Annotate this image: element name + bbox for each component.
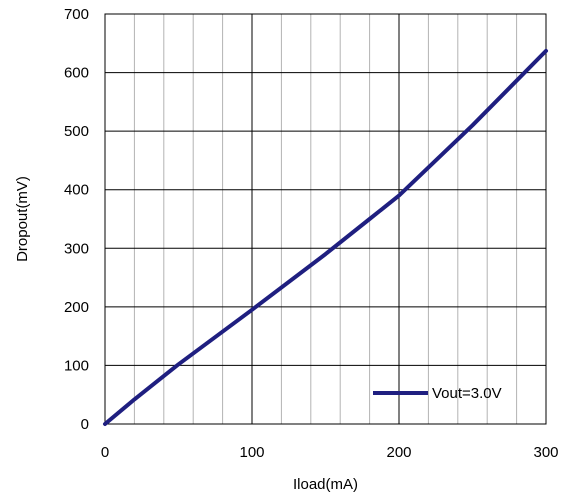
x-tick-label: 300 [533,444,558,461]
x-axis-label: Iload(mA) [293,476,358,493]
y-tick-label: 600 [64,65,89,82]
plot-frame [104,13,547,425]
y-tick-label: 500 [64,123,89,140]
y-tick-label: 300 [64,240,89,257]
y-tick-label: 200 [64,299,89,316]
series-group [103,48,548,426]
series-line-vout [103,48,548,426]
legend-label-vout: Vout=3.0V [432,385,502,402]
x-tick-label: 200 [386,444,411,461]
x-tick-label: 0 [101,444,109,461]
y-tick-label: 700 [64,6,89,23]
legend: Vout=3.0V [373,385,502,402]
y-tick-label: 0 [81,416,89,433]
x-axis-ticks: 0 100 200 300 [101,444,559,461]
y-tick-label: 400 [64,182,89,199]
y-axis-label: Dropout(mV) [14,176,31,262]
y-axis-ticks: 0 100 200 300 400 500 600 700 [64,6,89,433]
x-tick-label: 100 [239,444,264,461]
gridlines [105,14,546,424]
y-tick-label: 100 [64,357,89,374]
